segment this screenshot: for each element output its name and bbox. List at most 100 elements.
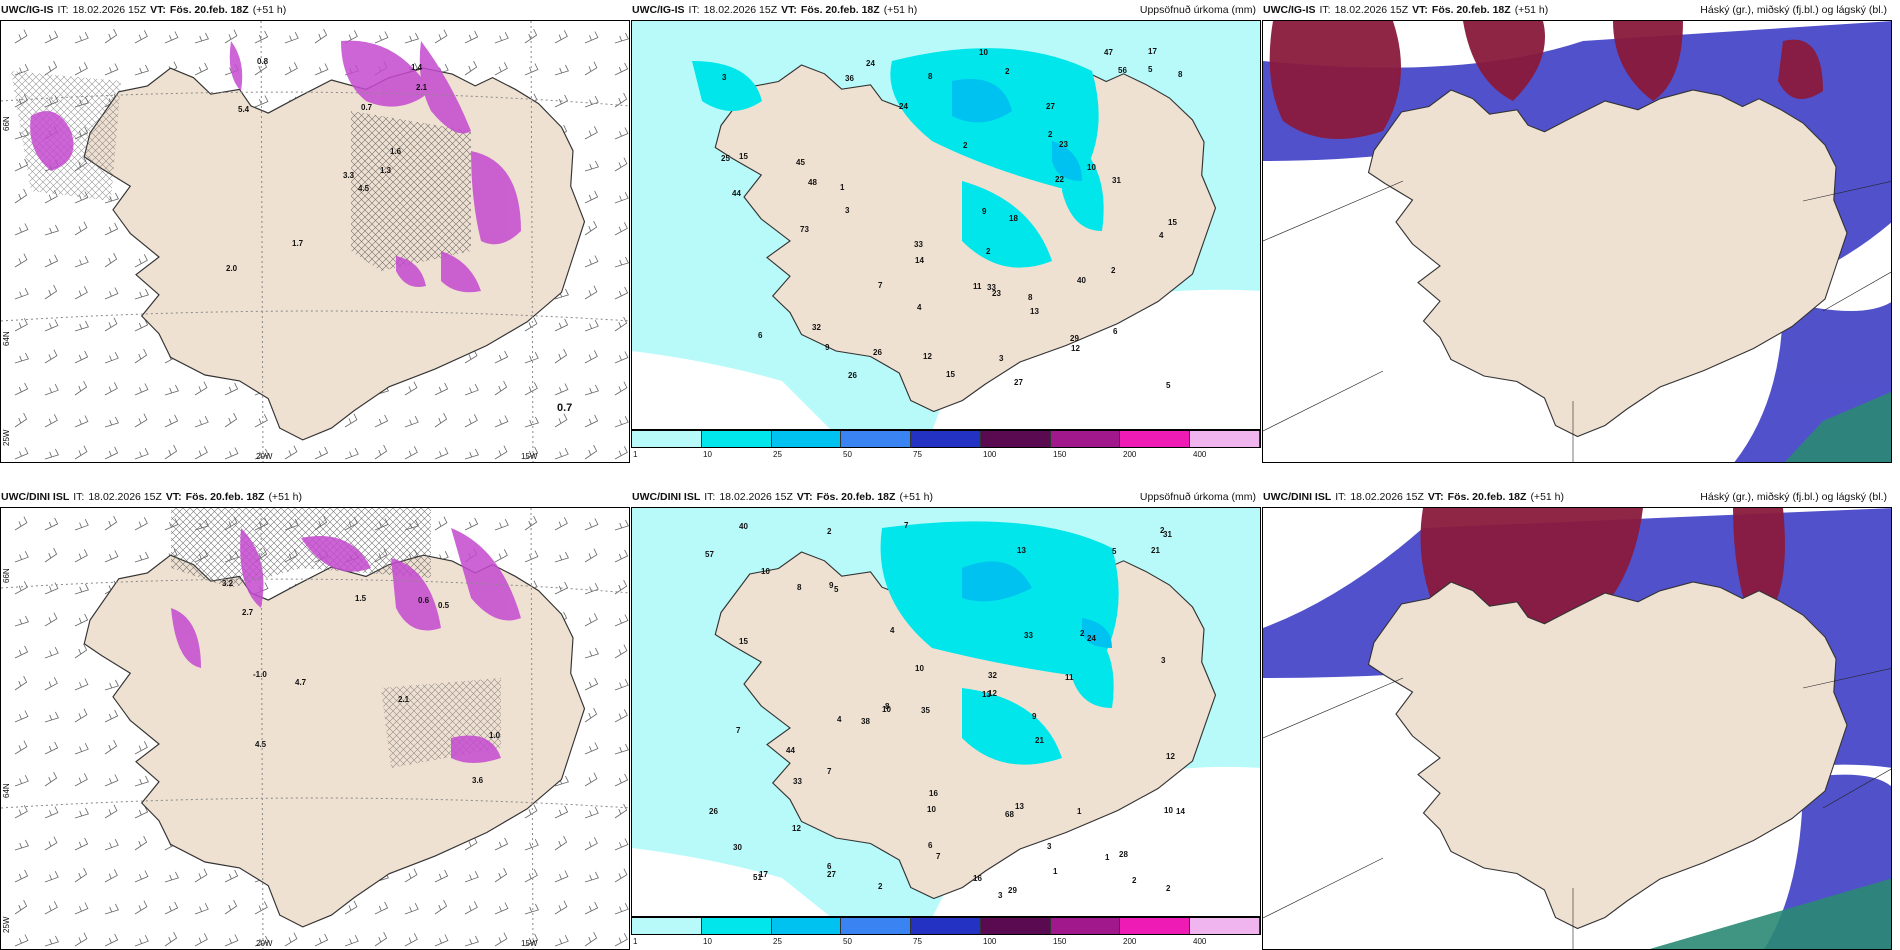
wind-barb xyxy=(554,551,569,563)
wind-barb xyxy=(614,222,628,236)
wind-barb xyxy=(134,775,149,787)
wind-barb xyxy=(554,870,569,883)
precip-map[interactable]: 2 3 6 3 2 10 4 2 7 4 5 7 8 10 13 13 15 27 38 57 68 31 32 51 24 44… xyxy=(631,507,1261,917)
precip-value: 23 xyxy=(1059,140,1068,149)
precip-value: 1 xyxy=(1077,807,1082,816)
wind-map[interactable]: 3.6 -1.0 2.1 3.2 1.0 2.7 4.5 4.7 0.5 1.5 0.6 20W 1… xyxy=(0,507,630,950)
wind-barb xyxy=(134,517,148,531)
precip-value: 6 xyxy=(928,841,933,850)
wind-barb xyxy=(614,519,629,531)
wind-barb xyxy=(344,935,359,947)
precip-value: 35 xyxy=(921,706,930,715)
precip-value: 10 xyxy=(761,567,770,576)
wind-barb xyxy=(134,870,149,883)
wind-barb xyxy=(284,932,298,947)
wind-barb xyxy=(494,837,509,851)
cloud-map[interactable] xyxy=(1262,20,1892,463)
wind-barb xyxy=(134,835,148,851)
colorbar-tick-label: 150 xyxy=(1053,450,1067,459)
wind-barb xyxy=(464,448,479,460)
lat-label-66n: 66N xyxy=(2,568,11,583)
wind-barb xyxy=(554,448,569,460)
precip-value: 15 xyxy=(739,637,748,646)
wind-barb xyxy=(134,900,148,915)
wind-barb xyxy=(374,444,388,460)
wind-barb xyxy=(584,255,599,268)
precip-value: 6 xyxy=(827,862,832,871)
wind-barb xyxy=(14,805,28,819)
wind-barb xyxy=(104,222,119,236)
wind-value: 5.4 xyxy=(238,105,250,114)
precip-value: 11 xyxy=(973,282,982,291)
wind-barb xyxy=(584,31,599,44)
precip-areas xyxy=(880,521,1119,765)
wind-barb xyxy=(14,412,28,428)
wind-barb xyxy=(494,415,509,428)
wind-map[interactable]: 4.5 5.4 3.3 2.0 1.6 1.7 1.4 0.7 2.1 1.3 0.8 0.7 20… xyxy=(0,20,630,463)
wind-barb xyxy=(374,931,388,947)
wind-barb xyxy=(254,60,268,76)
colorbar-tick-label: 100 xyxy=(983,450,997,459)
wind-barb xyxy=(44,547,58,563)
wind-barb xyxy=(584,350,598,364)
precip-value: 6 xyxy=(1113,327,1118,336)
colorbar-tick-label: 10 xyxy=(703,450,712,459)
colorbar-tick-label: 400 xyxy=(1193,937,1207,946)
wind-barb xyxy=(554,318,569,332)
wind-barb xyxy=(104,28,118,44)
wind-barb xyxy=(404,446,418,460)
wind-barb xyxy=(194,62,209,76)
wind-barb xyxy=(434,516,448,531)
precip-value: 2 xyxy=(1048,130,1053,139)
wind-value: 3.6 xyxy=(472,776,484,785)
wind-barb xyxy=(74,256,89,268)
wind-barb xyxy=(14,775,29,787)
wind-barb xyxy=(194,446,208,460)
wind-barb xyxy=(494,902,509,915)
wind-barb xyxy=(404,416,419,428)
wind-barb xyxy=(614,416,629,428)
wind-barb xyxy=(14,288,29,300)
precip-map[interactable]: 27 36 32 45 10 3 4 3 14 9 6 25 33 33 22 47 44 56 40 31 29 23 2… xyxy=(631,20,1261,430)
colorbar-ticks: 1 10 25 50 75 100 150 200 400 xyxy=(631,450,1261,460)
panel-precip-igis: UWC/IG-IS IT: 18.02.2026 15Z VT: Fös. 20… xyxy=(631,0,1261,463)
precip-value: 27 xyxy=(1046,102,1055,111)
panel-clouds-igis: UWC/IG-IS IT: 18.02.2026 15Z VT: Fös. 20… xyxy=(1262,0,1892,463)
precip-value: 10 xyxy=(1087,163,1096,172)
wind-barb xyxy=(104,63,119,76)
wind-barb xyxy=(74,708,88,723)
precip-value: 8 xyxy=(797,583,802,592)
precip-value: 24 xyxy=(866,59,875,68)
precip-value: 13 xyxy=(1015,802,1024,811)
precip-value: 11 xyxy=(1065,673,1074,682)
precip-values: 2363210427457810131315273857683132512444… xyxy=(705,521,1185,900)
wind-barb xyxy=(404,381,418,396)
wind-barb xyxy=(44,901,58,915)
wind-barb xyxy=(584,837,598,851)
precip-value: 27 xyxy=(1014,378,1023,387)
wind-barb xyxy=(134,64,149,76)
wind-barb xyxy=(44,384,59,396)
wind-barb xyxy=(104,446,119,460)
wind-barb xyxy=(494,549,508,563)
wind-barb xyxy=(314,28,328,44)
wind-barb xyxy=(14,869,29,883)
wind-barb xyxy=(164,901,179,915)
wind-barb xyxy=(134,318,149,332)
wind-barb xyxy=(524,869,538,883)
cloud-map[interactable] xyxy=(1262,507,1892,950)
precip-value: 48 xyxy=(808,178,817,187)
wind-barb xyxy=(104,804,118,819)
panel-wind-igis: UWC/IG-IS IT: 18.02.2026 15Z VT: Fös. 20… xyxy=(0,0,630,463)
wind-barb xyxy=(434,29,448,44)
wind-barb xyxy=(434,899,448,915)
wind-barb xyxy=(14,516,28,531)
wind-barb xyxy=(74,445,88,460)
wind-value: 1.3 xyxy=(380,166,392,175)
colorbar-tick-label: 200 xyxy=(1123,937,1137,946)
wind-barb xyxy=(104,903,119,915)
wind-barb xyxy=(584,126,598,140)
wind-barb xyxy=(14,934,29,947)
wind-value: 0.7 xyxy=(361,103,373,112)
wind-barb xyxy=(74,415,89,428)
